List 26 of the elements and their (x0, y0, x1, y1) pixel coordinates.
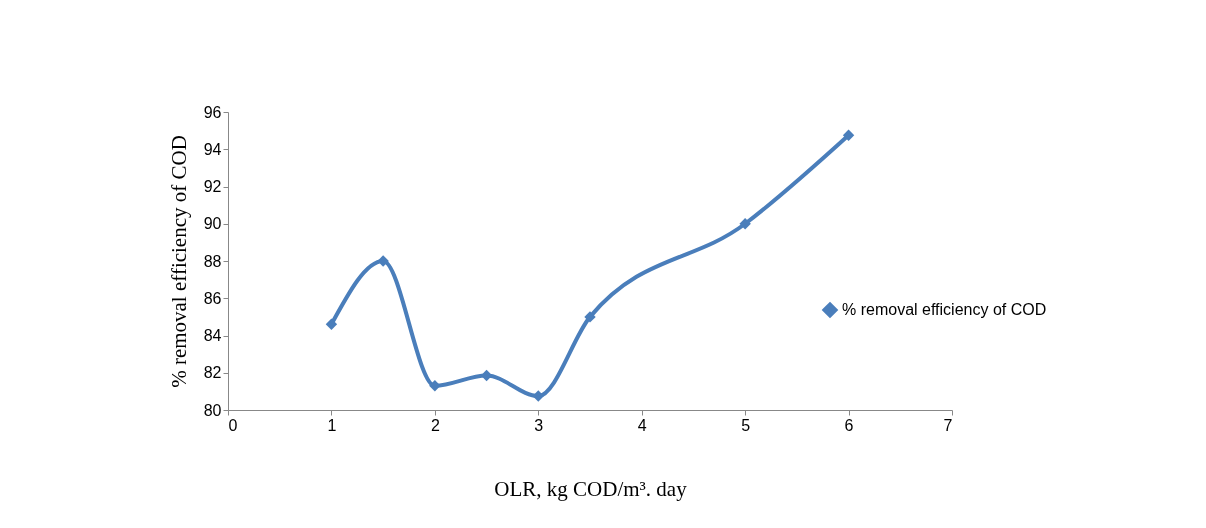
y-tick-label: 92 (203, 178, 222, 195)
legend-label: % removal efficiency of COD (842, 301, 1047, 318)
y-axis-title: % removal efficiency of COD (166, 135, 191, 388)
y-tick-label: 90 (203, 215, 222, 233)
y-tick-label: 82 (203, 364, 222, 382)
x-tick-label: 3 (534, 416, 544, 434)
y-tick-label: 80 (203, 401, 222, 419)
y-tick-label: 86 (203, 289, 222, 307)
x-tick-label: 2 (430, 416, 440, 434)
x-tick-label: 4 (637, 416, 647, 434)
x-tick-label: 6 (844, 416, 854, 434)
x-tick-label: 0 (228, 416, 238, 434)
x-axis-title: OLR, kg COD/m³. day (494, 476, 688, 501)
y-tick-label: 88 (203, 252, 222, 270)
point (532, 390, 544, 402)
point (377, 255, 389, 267)
y-tick-label: 96 (203, 103, 222, 121)
x-tick-label: 5 (741, 416, 751, 434)
point (584, 311, 596, 323)
point (325, 318, 338, 331)
y-tick-label: 84 (203, 327, 222, 344)
y-tick-label: 94 (203, 140, 222, 158)
x-tick-label: 7 (943, 416, 953, 434)
point (739, 218, 751, 230)
point (842, 129, 855, 141)
x-tick-label: 1 (327, 416, 337, 434)
